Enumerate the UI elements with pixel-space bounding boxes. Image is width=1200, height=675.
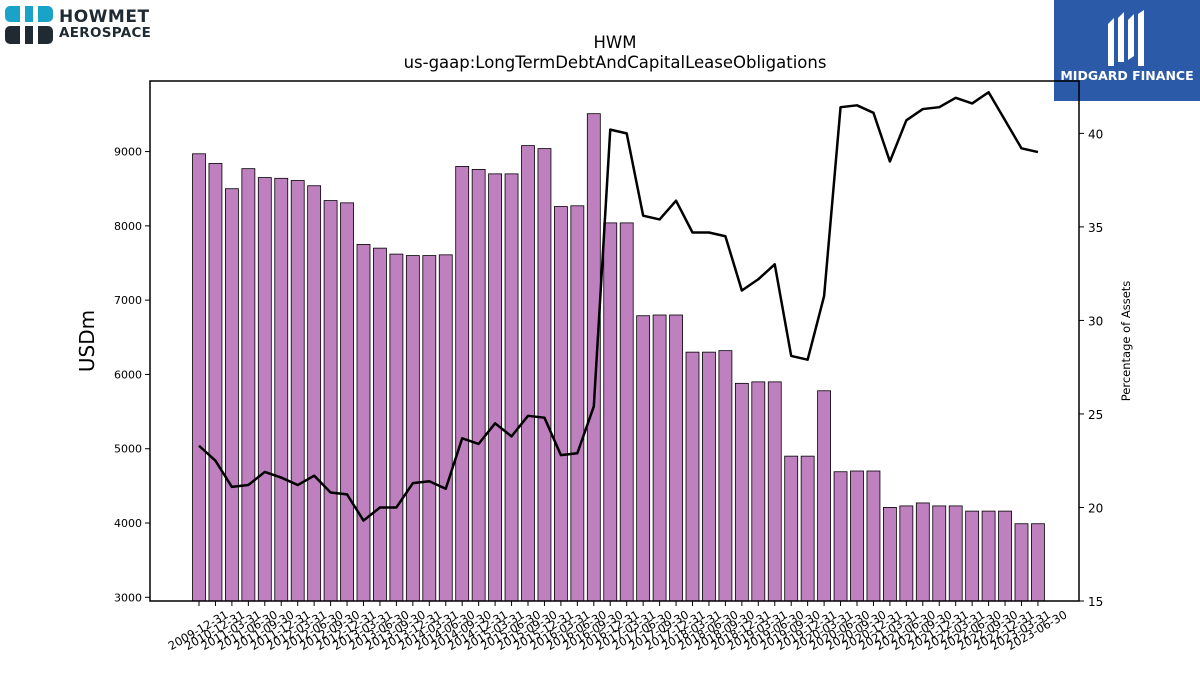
bar: [603, 222, 618, 602]
y2-tick-label: 20: [1088, 501, 1103, 515]
howmet-logo-icon: [5, 6, 53, 44]
bar: [800, 455, 815, 602]
bar: [1014, 523, 1029, 602]
bar: [636, 315, 651, 602]
bar: [883, 506, 897, 602]
bar: [471, 168, 486, 602]
percent-line: [198, 90, 1039, 522]
bar: [932, 505, 947, 602]
y2-tick-label: 35: [1088, 221, 1103, 235]
midgard-logo-text: MIDGARD FINANCE: [1060, 68, 1194, 83]
percent-line-path: [198, 90, 1039, 522]
bar: [685, 351, 700, 602]
y-tick-label: 7000: [114, 294, 142, 307]
bar: [652, 314, 667, 602]
bar: [241, 168, 256, 602]
bar: [373, 247, 387, 602]
bar: [702, 351, 716, 602]
bar: [1031, 523, 1045, 602]
bar: [817, 390, 831, 602]
bar: [669, 314, 683, 602]
bar: [521, 145, 535, 602]
bar: [307, 185, 322, 602]
x-axis: 2009-12-312010-12-312011-03-312011-06-30…: [166, 601, 1069, 653]
bar: [192, 153, 206, 602]
bar: [570, 205, 585, 602]
bar: [998, 510, 1012, 602]
bar: [965, 510, 980, 602]
bar: [554, 206, 568, 602]
y2-axis-label: Percentage of Assets: [1119, 281, 1133, 402]
y-axis: 3000 4000 5000 6000 7000 8000 9000: [114, 146, 150, 604]
plot-frame: [149, 80, 1080, 602]
y2-tick-label: 30: [1088, 314, 1103, 328]
bar: [224, 188, 239, 602]
bar: [405, 255, 420, 602]
bar: [290, 180, 305, 602]
bars: [192, 113, 1045, 602]
logo-line2: AEROSPACE: [59, 25, 152, 41]
bar: [438, 254, 453, 602]
bar: [586, 113, 601, 602]
logo-line1: HOWMET: [59, 7, 150, 27]
y-tick-label: 9000: [114, 146, 142, 159]
bar: [537, 148, 552, 602]
y-tick-label: 4000: [114, 517, 142, 530]
bar: [208, 163, 223, 602]
bar: [455, 166, 470, 602]
bar: [619, 222, 634, 602]
bar: [356, 244, 371, 602]
y-tick-label: 3000: [114, 591, 142, 604]
y2-tick-label: 40: [1088, 127, 1103, 141]
bar: [734, 382, 749, 602]
bar: [767, 381, 782, 602]
bar: [751, 381, 766, 602]
bar: [422, 255, 437, 602]
y-tick-label: 5000: [114, 443, 142, 456]
y-axis-label: USDm: [75, 310, 99, 372]
bar: [833, 471, 848, 602]
bar: [389, 253, 404, 602]
bar: [899, 505, 914, 602]
bar: [981, 510, 996, 602]
bar: [323, 200, 338, 602]
y-tick-label: 6000: [114, 368, 142, 381]
bar: [718, 350, 733, 602]
chart-subtitle: us-gaap:LongTermDebtAndCapitalLeaseOblig…: [404, 53, 827, 72]
y2-tick-label: 25: [1088, 408, 1103, 422]
bar: [504, 173, 519, 602]
chart-title: HWM: [594, 33, 637, 52]
bar: [784, 455, 799, 602]
bar: [866, 470, 881, 602]
bar: [850, 470, 864, 602]
bar: [257, 177, 272, 602]
howmet-logo: HOWMET AEROSPACE: [5, 5, 151, 45]
bar: [274, 177, 289, 602]
bar: [948, 505, 963, 602]
y-tick-label: 8000: [114, 220, 142, 233]
bar: [488, 173, 503, 602]
bar: [340, 202, 354, 602]
y2-axis: 15 20 25 30 35 40: [1079, 127, 1103, 609]
midgard-mark-icon: [1108, 10, 1144, 66]
y2-tick-label: 15: [1088, 595, 1103, 609]
bar: [915, 502, 930, 602]
